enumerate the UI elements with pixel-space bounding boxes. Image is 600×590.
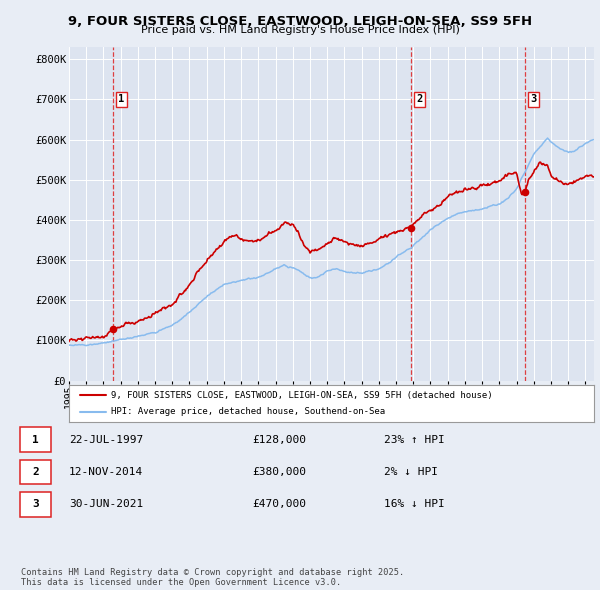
Text: 22-JUL-1997: 22-JUL-1997 <box>69 435 143 444</box>
Text: £380,000: £380,000 <box>252 467 306 477</box>
Text: 3: 3 <box>530 94 536 104</box>
Text: 2% ↓ HPI: 2% ↓ HPI <box>384 467 438 477</box>
Text: 16% ↓ HPI: 16% ↓ HPI <box>384 500 445 509</box>
Text: 2: 2 <box>32 467 39 477</box>
Text: Price paid vs. HM Land Registry's House Price Index (HPI): Price paid vs. HM Land Registry's House … <box>140 25 460 35</box>
Text: £470,000: £470,000 <box>252 500 306 509</box>
Text: 1: 1 <box>32 435 39 444</box>
Text: Contains HM Land Registry data © Crown copyright and database right 2025.
This d: Contains HM Land Registry data © Crown c… <box>21 568 404 587</box>
Text: HPI: Average price, detached house, Southend-on-Sea: HPI: Average price, detached house, Sout… <box>111 408 385 417</box>
Text: 9, FOUR SISTERS CLOSE, EASTWOOD, LEIGH-ON-SEA, SS9 5FH (detached house): 9, FOUR SISTERS CLOSE, EASTWOOD, LEIGH-O… <box>111 391 493 399</box>
Text: 1: 1 <box>118 94 124 104</box>
Text: 3: 3 <box>32 500 39 509</box>
Text: 30-JUN-2021: 30-JUN-2021 <box>69 500 143 509</box>
Text: 12-NOV-2014: 12-NOV-2014 <box>69 467 143 477</box>
Text: £128,000: £128,000 <box>252 435 306 444</box>
Text: 9, FOUR SISTERS CLOSE, EASTWOOD, LEIGH-ON-SEA, SS9 5FH: 9, FOUR SISTERS CLOSE, EASTWOOD, LEIGH-O… <box>68 15 532 28</box>
Text: 23% ↑ HPI: 23% ↑ HPI <box>384 435 445 444</box>
Text: 2: 2 <box>416 94 422 104</box>
